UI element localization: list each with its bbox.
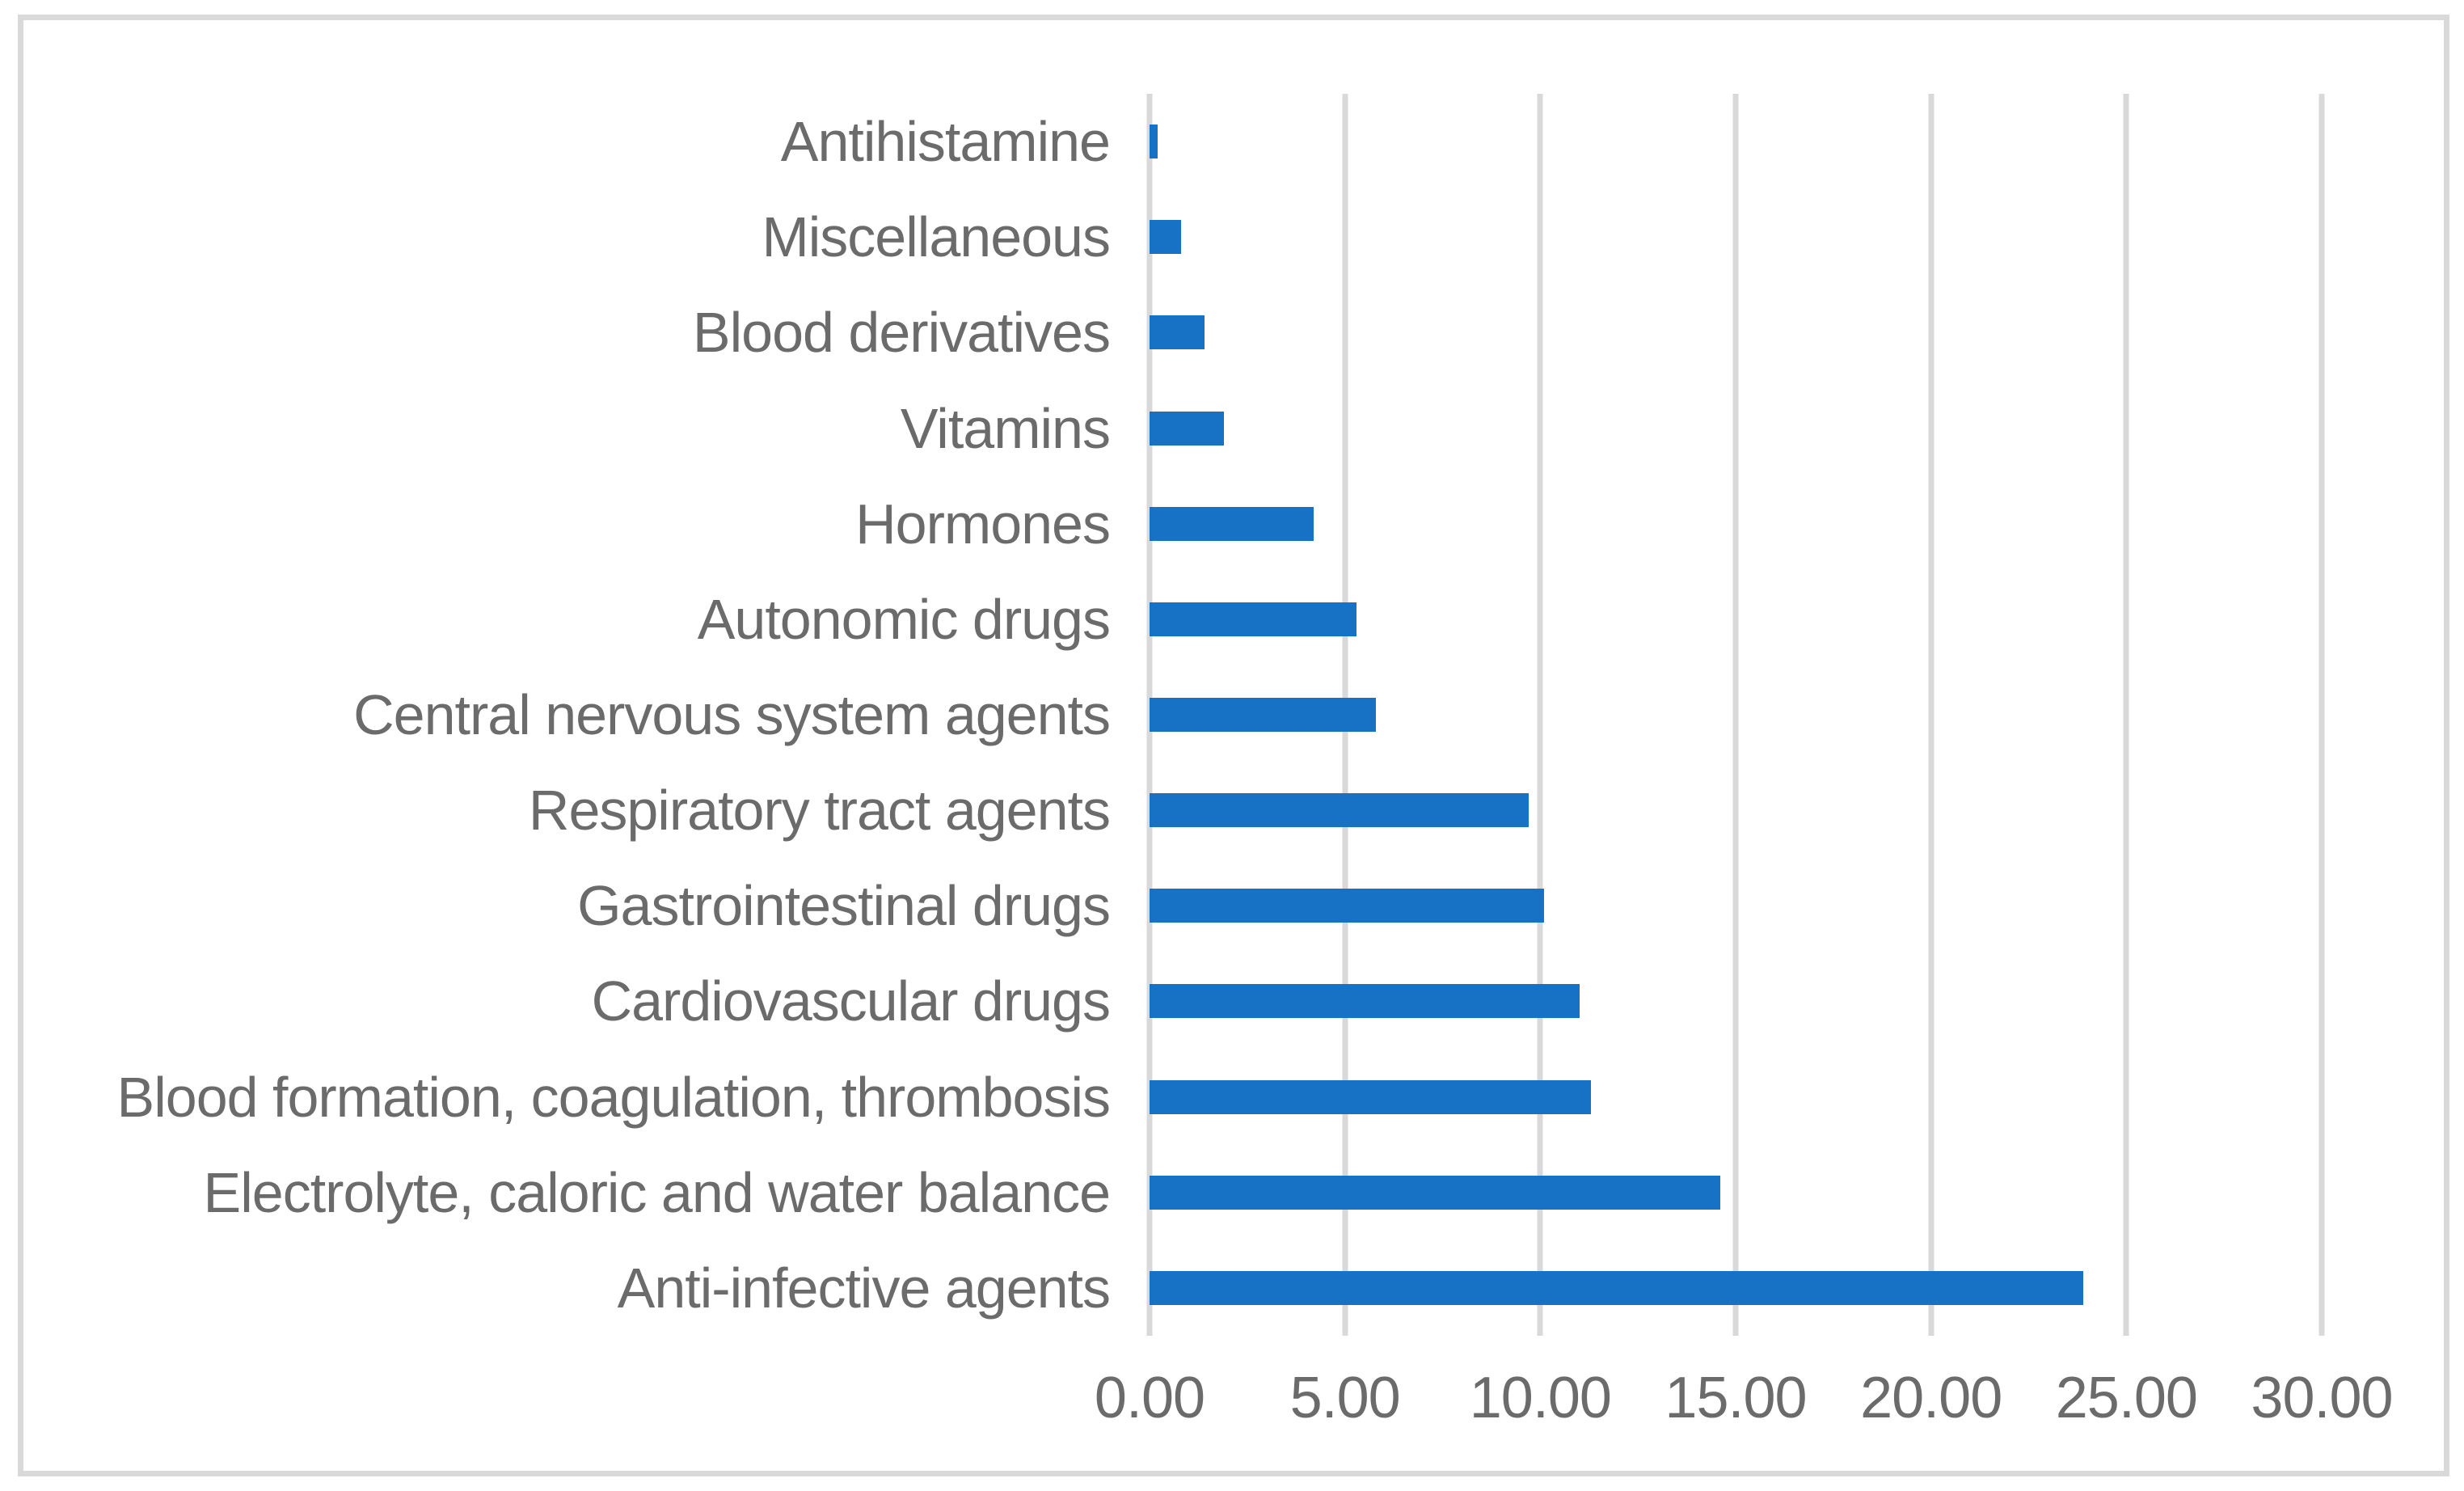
bar-row: [1150, 380, 2322, 475]
bar: [1150, 315, 1205, 350]
bar-row: [1150, 94, 2322, 189]
bar: [1150, 411, 1224, 446]
category-label: Cardiovascular drugs: [591, 969, 1111, 1033]
bar-row: [1150, 762, 2322, 858]
plot-area: [1146, 94, 2325, 1336]
category-label: Antihistamine: [780, 110, 1111, 174]
bar: [1150, 793, 1529, 828]
category-axis: Antihistamine Miscellaneous Blood derivati…: [32, 94, 1130, 1336]
bar: [1150, 506, 1314, 541]
bar-row: [1150, 476, 2322, 572]
category-label: Hormones: [855, 492, 1111, 555]
bar: [1150, 698, 1377, 733]
x-tick-label: 15.00: [1664, 1366, 1807, 1430]
bar-series: [1150, 94, 2322, 1336]
bar: [1150, 1079, 1592, 1114]
bar: [1150, 125, 1158, 159]
bar-row: [1150, 1050, 2322, 1145]
category-label: Blood formation, coagulation, thrombosis: [116, 1065, 1111, 1129]
gridline: [1928, 94, 1934, 1336]
bar-row: [1150, 285, 2322, 380]
bar-row: [1150, 572, 2322, 667]
category-label: Gastrointestinal drugs: [577, 874, 1111, 938]
category-label: Blood derivatives: [692, 301, 1111, 365]
bar: [1150, 984, 1580, 1019]
gridline: [2318, 94, 2325, 1336]
bar: [1150, 602, 1357, 636]
x-tick-label: 20.00: [1860, 1366, 2002, 1430]
category-label: Anti-infective agents: [617, 1256, 1111, 1320]
x-tick-label: 25.00: [2055, 1366, 2198, 1430]
bar: [1150, 220, 1181, 255]
bar-row: [1150, 1240, 2322, 1336]
x-tick-label: 10.00: [1469, 1366, 1612, 1430]
gridline: [1732, 94, 1739, 1336]
x-tick-label: 5.00: [1289, 1366, 1401, 1430]
x-tick-label: 30.00: [2251, 1366, 2393, 1430]
gridline: [2123, 94, 2129, 1336]
bar-row: [1150, 953, 2322, 1049]
gridline: [1537, 94, 1543, 1336]
bar-row: [1150, 189, 2322, 285]
bar-row: [1150, 858, 2322, 953]
category-label: Central nervous system agents: [353, 683, 1111, 747]
bar-row: [1150, 1145, 2322, 1240]
x-tick-label: 0.00: [1094, 1366, 1205, 1430]
category-label: Electrolyte, caloric and water balance: [203, 1160, 1111, 1224]
bar: [1150, 1270, 2084, 1305]
category-label: Miscellaneous: [762, 205, 1111, 269]
bar-row: [1150, 667, 2322, 762]
category-label: Autonomic drugs: [697, 587, 1111, 651]
category-label: Respiratory tract agents: [528, 779, 1111, 843]
category-label: Vitamins: [900, 396, 1111, 460]
bar: [1150, 1175, 1720, 1210]
value-axis: 0.00 5.00 10.00 15.00 20.00 25.00 30.00: [1095, 1365, 2394, 1438]
bar: [1150, 889, 1545, 923]
